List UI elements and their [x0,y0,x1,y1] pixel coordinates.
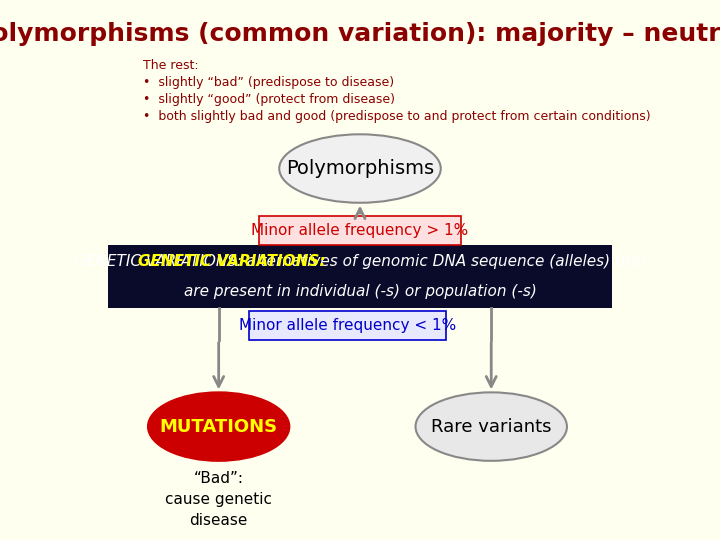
Text: “Bad”:
cause genetic
disease: “Bad”: cause genetic disease [165,471,272,528]
Text: Polymorphisms (common variation): majority – neutral: Polymorphisms (common variation): majori… [0,22,720,46]
Text: are present in individual (-s) or population (-s): are present in individual (-s) or popula… [184,284,536,299]
Ellipse shape [148,393,289,461]
Text: The rest:: The rest: [143,59,199,72]
Text: GENETIC VARIATIONS: alternatives of genomic DNA sequence (alleles) that: GENETIC VARIATIONS: alternatives of geno… [74,254,646,269]
Text: •  slightly “good” (protect from disease): • slightly “good” (protect from disease) [143,93,395,106]
Text: •  slightly “bad” (predispose to disease): • slightly “bad” (predispose to disease) [143,76,394,89]
Text: MUTATIONS: MUTATIONS [160,417,278,436]
FancyBboxPatch shape [107,245,613,308]
Text: •  both slightly bad and good (predispose to and protect from certain conditions: • both slightly bad and good (predispose… [143,110,651,123]
Text: Polymorphisms: Polymorphisms [286,159,434,178]
Ellipse shape [279,134,441,202]
Text: Rare variants: Rare variants [431,417,552,436]
Text: Minor allele frequency < 1%: Minor allele frequency < 1% [239,318,456,333]
FancyBboxPatch shape [249,310,446,340]
Ellipse shape [415,393,567,461]
FancyBboxPatch shape [259,216,461,245]
Text: Minor allele frequency > 1%: Minor allele frequency > 1% [251,223,469,238]
Text: GENETIC VARIATIONS:: GENETIC VARIATIONS: [138,254,330,269]
